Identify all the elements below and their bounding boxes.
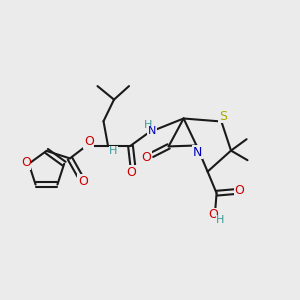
Text: H: H bbox=[109, 146, 118, 156]
Text: O: O bbox=[21, 156, 31, 169]
Text: O: O bbox=[141, 151, 151, 164]
Text: H: H bbox=[144, 120, 153, 130]
Text: O: O bbox=[127, 166, 136, 179]
Text: O: O bbox=[84, 135, 94, 148]
Text: H: H bbox=[216, 215, 225, 225]
Text: N: N bbox=[148, 126, 156, 136]
Text: O: O bbox=[209, 208, 218, 221]
Text: O: O bbox=[78, 175, 88, 188]
Text: N: N bbox=[193, 146, 202, 159]
Text: O: O bbox=[235, 184, 244, 197]
Text: S: S bbox=[219, 110, 227, 123]
